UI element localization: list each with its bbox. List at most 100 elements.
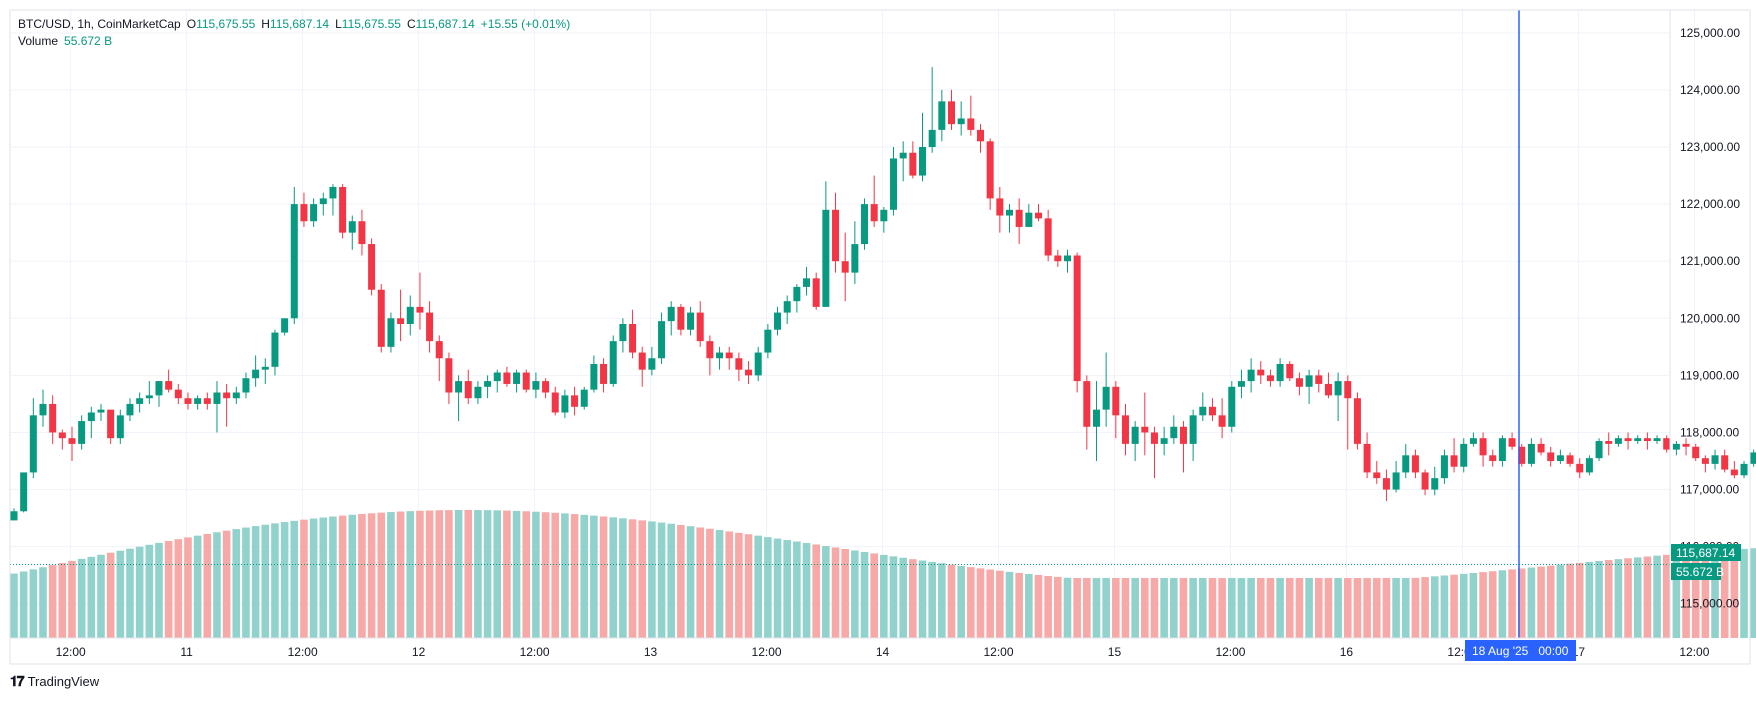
volume-bar [1015, 573, 1023, 638]
crosshair-time-badge-text: 18 Aug '25 00:00 [1472, 644, 1569, 658]
volume-bar [745, 534, 753, 638]
candle-body [1199, 407, 1206, 416]
volume-bar [1644, 556, 1652, 638]
volume-bar [88, 557, 96, 638]
volume-bar [232, 529, 240, 638]
candle-body [252, 370, 259, 379]
volume-bar [1470, 573, 1478, 638]
volume-bar [445, 510, 453, 638]
volume-bar [1557, 565, 1565, 638]
volume-bar [146, 545, 154, 638]
candle-body [1451, 455, 1458, 466]
volume-bar [938, 563, 946, 638]
volume-bar [348, 515, 356, 638]
volume-value: 55.672 B [64, 34, 112, 48]
volume-bar [1257, 578, 1265, 638]
volume-bar [1228, 578, 1236, 638]
open-key: O [187, 17, 196, 31]
candle-body [1673, 444, 1680, 450]
candle-body [948, 101, 955, 124]
candle-body [1441, 455, 1448, 478]
volume-bar [1547, 566, 1555, 638]
candle-body [194, 398, 201, 404]
volume-bar [948, 565, 956, 638]
volume-bar [78, 559, 86, 638]
candle-body [658, 321, 665, 358]
volume-bar [735, 533, 743, 638]
volume-bar [435, 510, 443, 638]
candle-body [1267, 375, 1274, 381]
candle-body [213, 393, 220, 404]
high-value: 115,687.14 [270, 17, 329, 31]
price-tick-label: 124,000.00 [1680, 83, 1740, 97]
candle-body [697, 313, 704, 342]
candle-body [310, 204, 317, 221]
volume-bar [329, 517, 337, 638]
candle-body [397, 318, 404, 324]
candle-body [668, 307, 675, 321]
candle-body [1509, 438, 1516, 447]
volume-bar [1489, 571, 1497, 638]
candle-body [368, 244, 375, 290]
volume-bar [117, 551, 125, 638]
volume-bar [832, 547, 840, 638]
candle-body [78, 421, 85, 444]
candle-body [735, 358, 742, 369]
volume-bar [716, 530, 724, 638]
candle-body [1663, 438, 1670, 449]
volume-bar [1064, 578, 1072, 638]
volume-bar [416, 511, 424, 638]
volume-bar [783, 540, 791, 638]
volume-bar [880, 555, 888, 638]
volume-bar [1035, 575, 1043, 638]
candle-body [1576, 464, 1583, 473]
price-tick-label: 118,000.00 [1680, 425, 1739, 439]
price-tick-label: 117,000.00 [1680, 483, 1739, 497]
volume-bar [812, 544, 820, 638]
volume-bar [551, 513, 559, 638]
candle-body [1093, 410, 1100, 427]
candle-body [1460, 444, 1467, 467]
volume-bar [986, 570, 994, 638]
volume-bar [522, 511, 530, 638]
price-axis[interactable]: 125,000.00124,000.00123,000.00122,000.00… [1680, 26, 1740, 611]
candle-body [484, 381, 491, 387]
volume-bar [648, 521, 656, 638]
change-value: +15.55 (+0.01%) [481, 17, 570, 31]
candle-body [590, 364, 597, 390]
tradingview-watermark[interactable]: 𝟏𝟕 TradingView [10, 673, 99, 690]
candle-body [1741, 464, 1748, 475]
volume-bar [629, 519, 637, 638]
candle-body [117, 415, 124, 438]
candle-body [1692, 447, 1699, 458]
volume-label[interactable]: Volume [18, 34, 58, 48]
candle-body [677, 307, 684, 330]
candle-body [155, 381, 162, 395]
volume-bar [1141, 578, 1149, 638]
candle-body [552, 393, 559, 413]
volume-bar [126, 549, 134, 638]
time-tick-label: 15 [1108, 645, 1122, 659]
low-key: L [335, 17, 342, 31]
candle-body [1054, 255, 1061, 261]
volume-bar [1102, 578, 1110, 638]
candle-body [426, 313, 433, 342]
candle-body [1180, 427, 1187, 444]
candle-body [1431, 478, 1438, 489]
volume-bar [1402, 578, 1410, 638]
candle-body [1402, 455, 1409, 472]
candle-body [503, 373, 510, 384]
time-tick-label: 12:00 [983, 645, 1013, 659]
tradingview-label: TradingView [28, 674, 100, 689]
volume-bar [1421, 577, 1429, 638]
volume-bar [1238, 578, 1246, 638]
volume-bar [1508, 569, 1516, 638]
candle-body [146, 395, 153, 398]
candle-body [561, 395, 568, 412]
candle-body [1315, 375, 1322, 384]
symbol-label[interactable]: BTC/USD, 1h, CoinMarketCap [18, 17, 181, 31]
candle-body [619, 324, 626, 341]
